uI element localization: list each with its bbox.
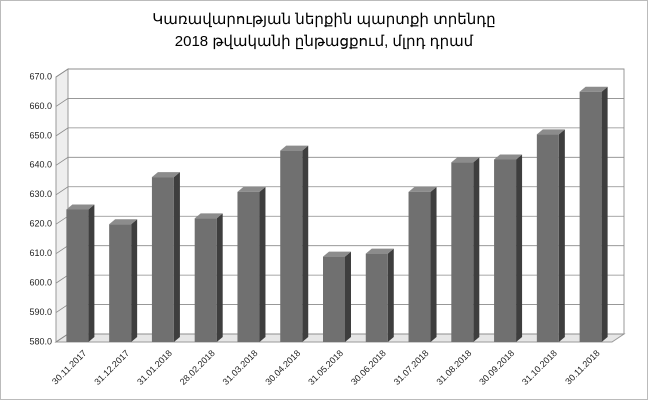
bar (66, 204, 95, 342)
bar-top (237, 186, 266, 192)
y-tick-label: 630.0 (29, 189, 52, 199)
grid-line (55, 127, 624, 137)
bar-side (516, 154, 523, 342)
bar-front (280, 150, 303, 342)
y-tick-label: 640.0 (29, 160, 52, 170)
bar (194, 213, 223, 342)
bar-top (151, 172, 180, 178)
bar (408, 186, 437, 342)
bar-front (109, 224, 132, 342)
y-tick-label: 590.0 (29, 307, 52, 317)
bar-top (280, 145, 309, 151)
bar (237, 186, 266, 342)
bar-front (579, 91, 602, 342)
y-tick-label: 620.0 (29, 219, 52, 229)
bar (151, 172, 180, 342)
bar-front (194, 218, 217, 342)
bar-front (323, 256, 345, 342)
bar-top (109, 219, 138, 225)
bar-side (601, 86, 608, 342)
grid-line (55, 156, 624, 166)
bar-side (131, 219, 138, 342)
bar-front (494, 159, 517, 342)
bar-side (216, 213, 223, 342)
y-tick-label: 580.0 (29, 336, 52, 346)
bar-top (579, 86, 608, 92)
chart-title: 2018 թվականի ընթացքում, մլրդ դրամ (175, 33, 474, 50)
grid-line (55, 186, 624, 196)
bar-front (151, 177, 174, 342)
bar-side (558, 129, 565, 342)
bar-top (66, 204, 95, 210)
y-tick-label: 670.0 (29, 71, 52, 81)
bar (365, 248, 394, 342)
y-tick-label: 610.0 (29, 248, 52, 258)
bar (109, 219, 138, 342)
bar-front (66, 209, 89, 342)
bar-side (173, 172, 180, 342)
bar-side (88, 204, 95, 342)
bar-top (451, 157, 480, 163)
bar-side (259, 186, 266, 342)
bar-top (536, 129, 565, 135)
bar-side (430, 186, 437, 342)
bar-top (365, 248, 394, 254)
bar-front (408, 191, 431, 342)
y-tick-label: 660.0 (29, 101, 52, 111)
y-tick-label: 650.0 (29, 130, 52, 140)
grid-line (55, 98, 624, 107)
bar-side (302, 145, 309, 342)
bar (323, 251, 351, 342)
grid-line (55, 68, 624, 78)
side-wall (55, 68, 69, 343)
bar-side (473, 157, 480, 342)
bar-front (451, 162, 474, 342)
bar-front (237, 191, 260, 342)
y-tick-label: 600.0 (29, 277, 52, 287)
bar-top (494, 154, 523, 160)
bar-front (365, 253, 388, 342)
bar-top (323, 251, 351, 257)
bar (579, 86, 608, 342)
bar (494, 154, 523, 342)
bar-front (536, 134, 559, 342)
bar-side (387, 248, 394, 342)
chart-title: Կառավարության ներքին պարտքի տրենդը (152, 11, 495, 28)
bar-top (194, 213, 223, 219)
bar (451, 157, 480, 342)
bar (536, 129, 565, 342)
bar-side (345, 251, 351, 342)
bar-top (408, 186, 437, 192)
bar (280, 145, 309, 342)
